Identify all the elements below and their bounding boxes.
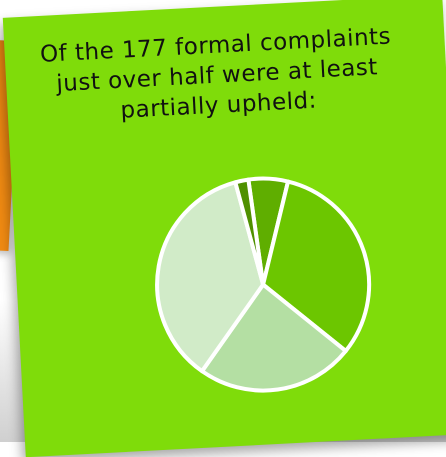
pie-slice-5 <box>233 177 266 287</box>
note-caption: Of the 177 formal complaints just over h… <box>4 20 430 132</box>
pie-chart <box>155 176 372 393</box>
pie-slice-4 <box>155 180 266 374</box>
pie-slice-3 <box>200 282 348 393</box>
pie-slice-2 <box>261 179 372 353</box>
pie-slices <box>155 176 372 393</box>
